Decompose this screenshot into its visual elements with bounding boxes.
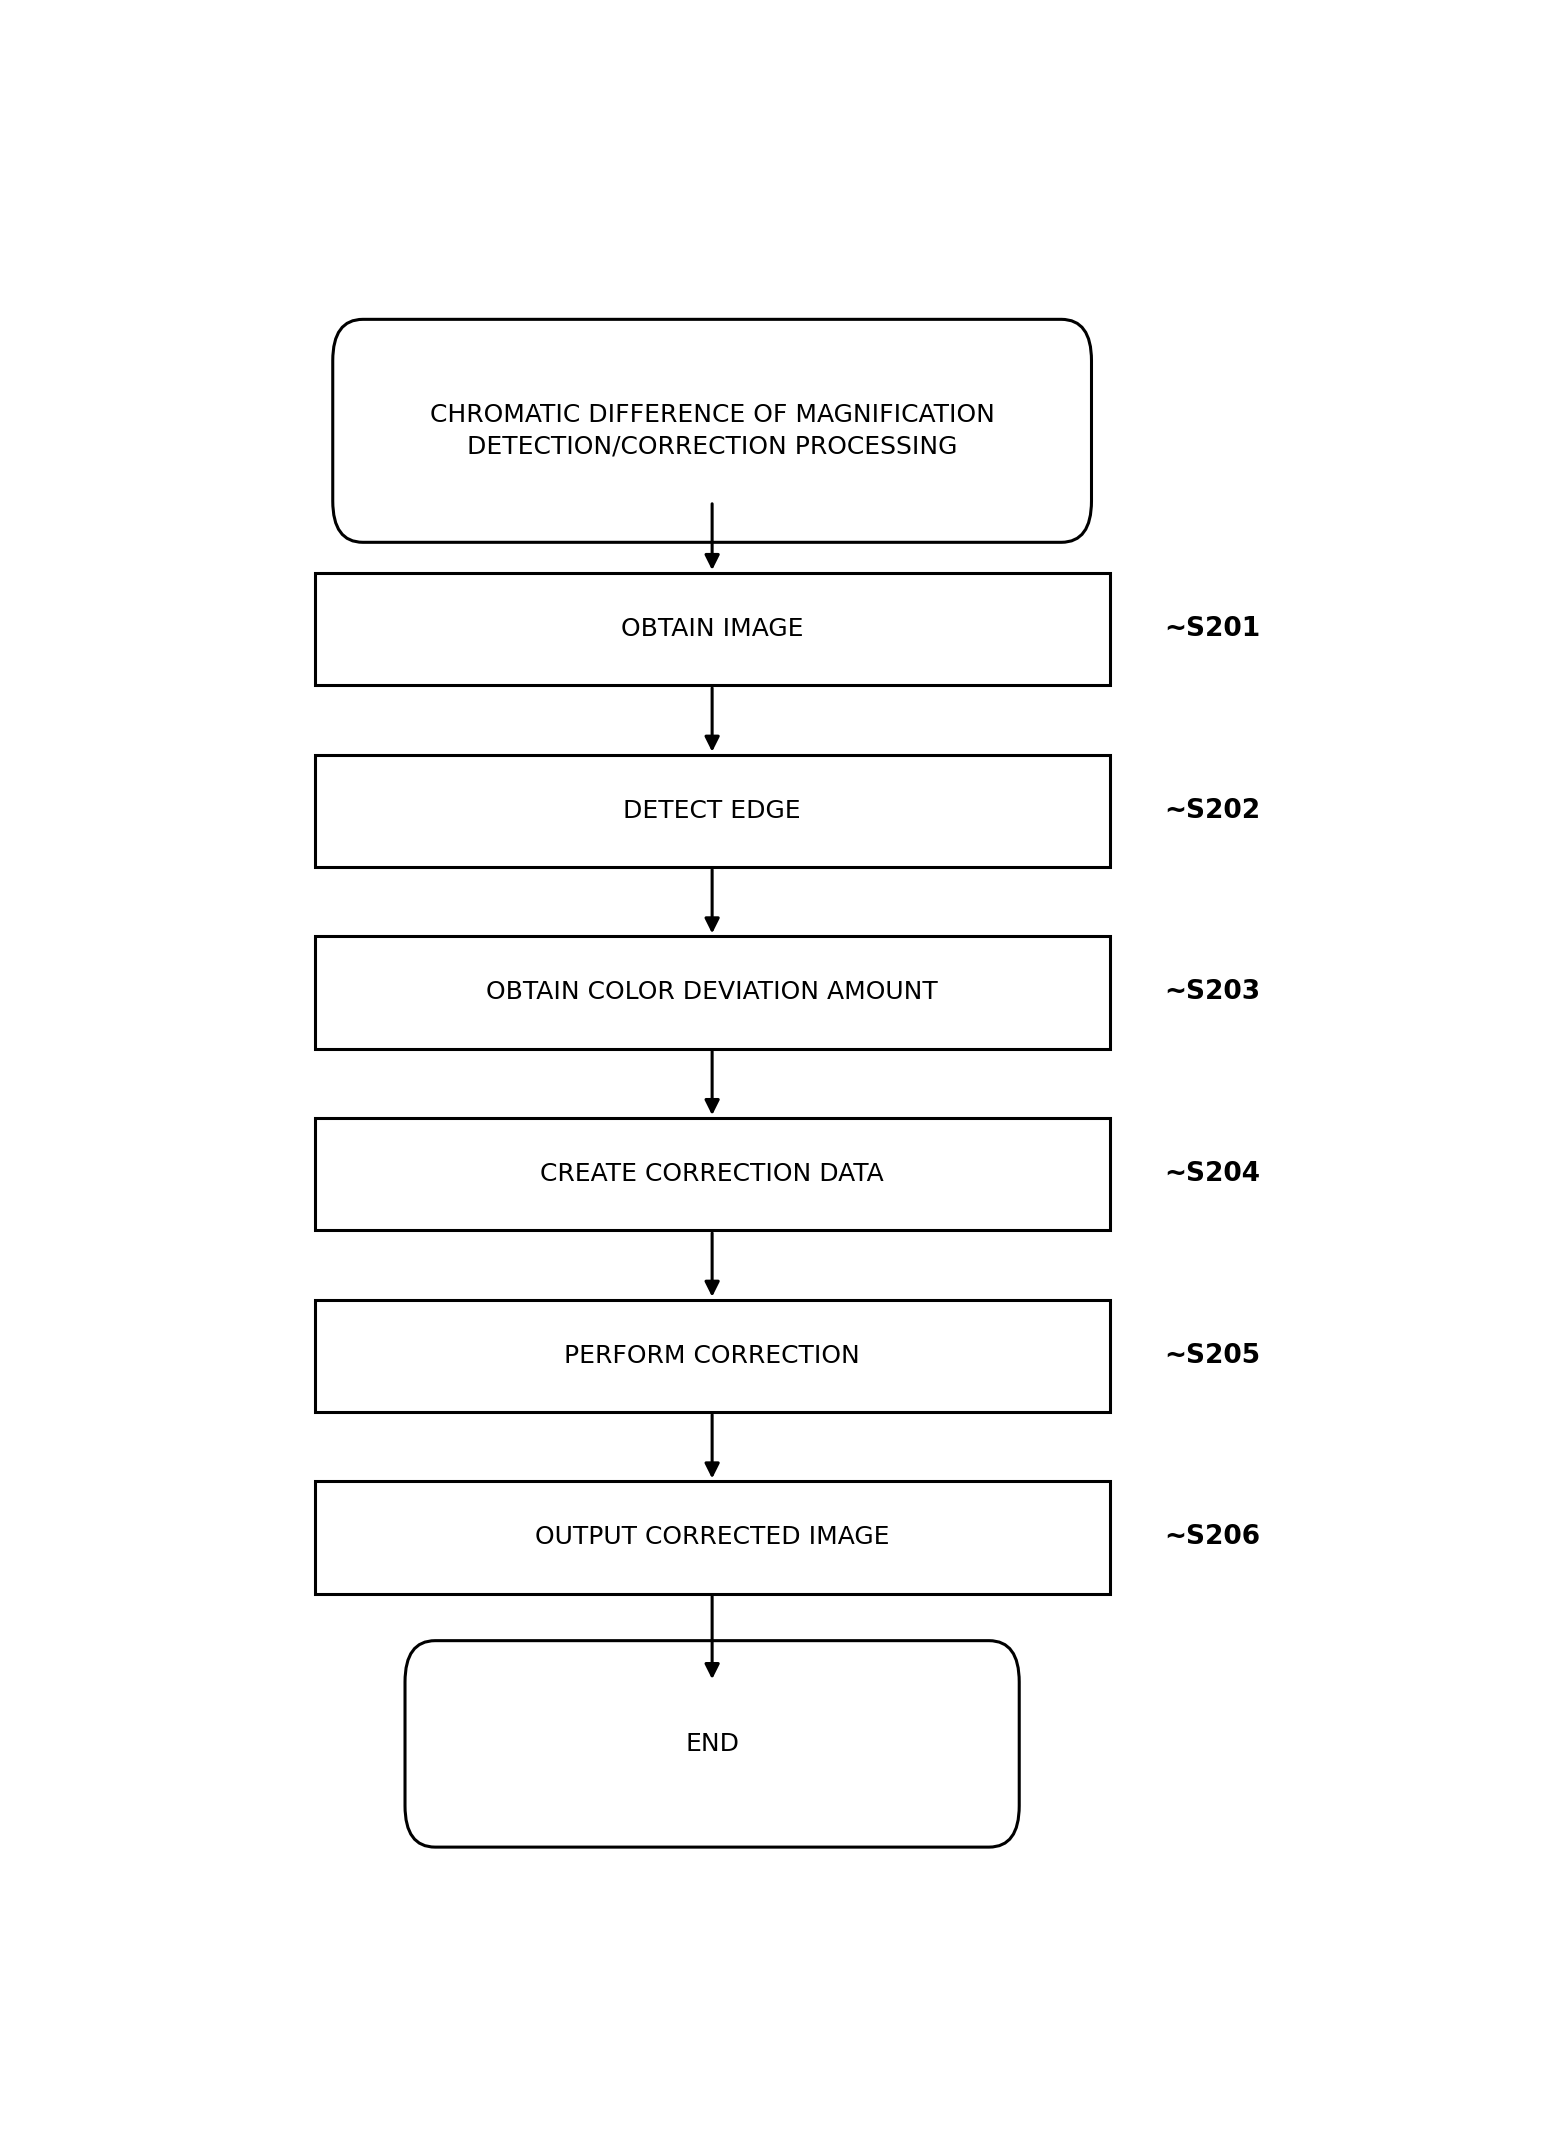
Text: ~S204: ~S204	[1164, 1160, 1260, 1186]
Text: CHROMATIC DIFFERENCE OF MAGNIFICATION
DETECTION/CORRECTION PROCESSING: CHROMATIC DIFFERENCE OF MAGNIFICATION DE…	[430, 403, 995, 459]
Text: CREATE CORRECTION DATA: CREATE CORRECTION DATA	[541, 1163, 884, 1186]
FancyBboxPatch shape	[314, 1300, 1110, 1411]
FancyBboxPatch shape	[314, 1118, 1110, 1231]
Text: PERFORM CORRECTION: PERFORM CORRECTION	[564, 1343, 859, 1369]
Text: DETECT EDGE: DETECT EDGE	[623, 798, 800, 824]
Text: OBTAIN COLOR DEVIATION AMOUNT: OBTAIN COLOR DEVIATION AMOUNT	[486, 980, 939, 1004]
Text: ~S201: ~S201	[1164, 616, 1260, 641]
Text: ~S202: ~S202	[1164, 798, 1260, 824]
Text: ~S205: ~S205	[1164, 1343, 1260, 1369]
FancyBboxPatch shape	[333, 320, 1091, 543]
FancyBboxPatch shape	[314, 755, 1110, 867]
Text: OBTAIN IMAGE: OBTAIN IMAGE	[622, 618, 803, 641]
FancyBboxPatch shape	[314, 935, 1110, 1049]
Text: ~S203: ~S203	[1164, 980, 1260, 1006]
Text: END: END	[685, 1731, 740, 1757]
Text: ~S206: ~S206	[1164, 1525, 1260, 1551]
Text: OUTPUT CORRECTED IMAGE: OUTPUT CORRECTED IMAGE	[535, 1525, 889, 1549]
FancyBboxPatch shape	[406, 1641, 1019, 1847]
FancyBboxPatch shape	[314, 573, 1110, 684]
FancyBboxPatch shape	[314, 1482, 1110, 1594]
